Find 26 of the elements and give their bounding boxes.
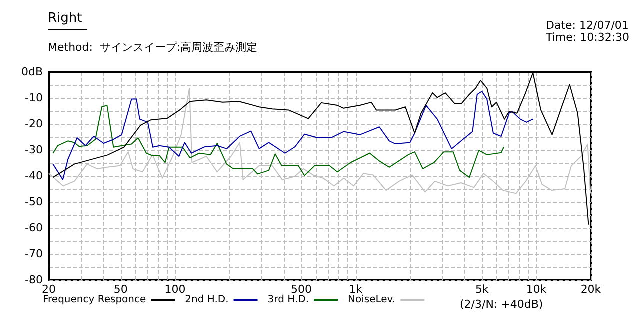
text: Date: 12/07/01 — [546, 19, 629, 32]
legend-label: NoiseLev. — [348, 294, 396, 306]
chart-title: Right — [48, 11, 82, 26]
y-tick-label: -80 — [25, 274, 43, 286]
x-tick-label: 20k — [580, 283, 602, 296]
y-tick-label: -30 — [25, 144, 43, 156]
chart-subtitle: Method: サインスイープ:高周波歪み測定 — [48, 41, 258, 54]
y-tick-label: -40 — [25, 170, 43, 182]
x-tick-label: 500 — [291, 283, 312, 296]
y-tick-label: -50 — [25, 196, 43, 208]
y-tick-label: -20 — [25, 118, 43, 130]
text: Time: 10:32:30 — [545, 31, 630, 44]
y-tick-label: -10 — [25, 92, 43, 104]
x-tick-label: 20 — [42, 283, 56, 296]
legend-label: 2nd H.D. — [185, 294, 229, 306]
x-tick-label: 50 — [114, 283, 128, 296]
x-tick-label: 5k — [476, 283, 490, 296]
y-tick-label: 0dB — [21, 66, 43, 78]
y-tick-label: -60 — [25, 222, 43, 234]
x-tick-label: 10k — [526, 283, 548, 296]
x-tick-label: 100 — [164, 283, 186, 296]
x-tick-label: 1k — [349, 283, 364, 296]
y-tick-label: -70 — [25, 248, 43, 260]
text: (2/3/N: +40dB) — [460, 298, 544, 311]
legend-label: 3rd H.D. — [268, 294, 310, 306]
legend-label: Frequency Responce — [43, 294, 146, 306]
